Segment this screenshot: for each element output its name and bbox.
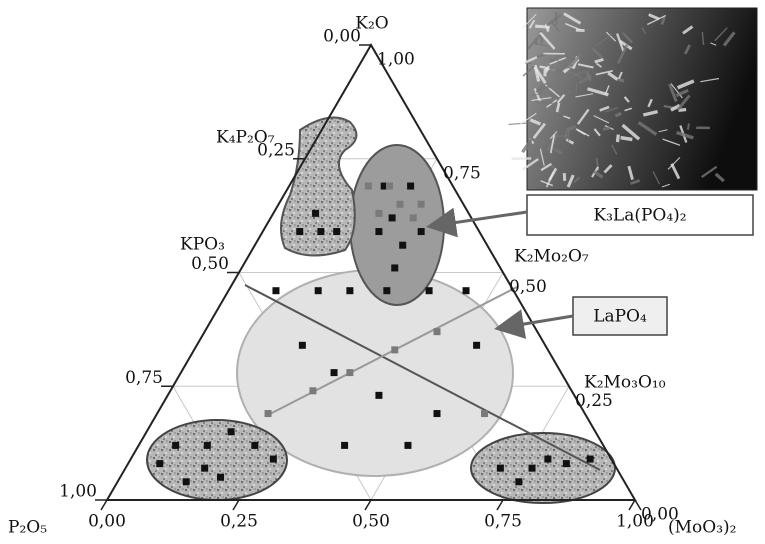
point xyxy=(309,387,316,394)
photo-streak xyxy=(543,103,554,104)
point xyxy=(410,214,417,221)
point xyxy=(407,183,414,190)
k3la-region xyxy=(350,145,444,305)
right-tick-label: 0,50 xyxy=(509,277,547,297)
point xyxy=(217,474,224,481)
point xyxy=(544,456,551,463)
point xyxy=(497,465,504,472)
point xyxy=(404,442,411,449)
right-region xyxy=(471,433,615,503)
tick-mark xyxy=(629,500,635,510)
annotation: K₄P₂O₇ xyxy=(216,128,275,148)
callout-arrow xyxy=(500,316,573,328)
point xyxy=(341,442,348,449)
chart: 0,000,250,500,751,001,000,750,500,250,00… xyxy=(0,0,765,544)
point xyxy=(391,346,398,353)
point xyxy=(383,287,390,294)
point xyxy=(418,228,425,235)
bottom-tick-label: 1,00 xyxy=(616,512,654,532)
bottom-tick-label: 0,75 xyxy=(484,512,522,532)
left-tick-label: 0,75 xyxy=(125,368,163,388)
bottom-tick-label: 0,00 xyxy=(88,512,126,532)
point xyxy=(399,242,406,249)
point xyxy=(331,369,338,376)
annotation: KPO₃ xyxy=(180,235,225,255)
point xyxy=(172,442,179,449)
point xyxy=(228,428,235,435)
callout-label: K₃La(PO₄)₂ xyxy=(593,206,686,226)
apex-label: P₂O₅ xyxy=(8,518,47,538)
photo-streak xyxy=(688,123,689,129)
photo-streak xyxy=(565,130,566,140)
point xyxy=(346,287,353,294)
apex-label: (MoO₃)₂ xyxy=(668,518,736,538)
point xyxy=(183,478,190,485)
right-tick-label: 0,75 xyxy=(443,163,481,183)
point xyxy=(365,183,372,190)
point xyxy=(265,410,272,417)
point xyxy=(375,392,382,399)
point xyxy=(426,287,433,294)
photo-streak xyxy=(621,138,633,140)
point xyxy=(418,201,425,208)
right-tick-label: 0,25 xyxy=(575,391,613,411)
bottom-tick-label: 0,25 xyxy=(220,512,258,532)
point xyxy=(375,228,382,235)
point xyxy=(391,264,398,271)
photo-streak xyxy=(572,37,581,38)
annotation: K₂Mo₃O₁₀ xyxy=(584,373,666,393)
point xyxy=(529,465,536,472)
point xyxy=(204,442,211,449)
tick-mark xyxy=(497,500,503,510)
left-tick-label: 0,50 xyxy=(191,254,229,274)
point xyxy=(515,478,522,485)
point xyxy=(434,410,441,417)
point xyxy=(375,210,382,217)
page: 0,000,250,500,751,001,000,750,500,250,00… xyxy=(0,0,765,544)
tick-mark xyxy=(233,500,239,510)
photo-streak xyxy=(617,135,618,143)
point xyxy=(270,456,277,463)
annotation: K₂Mo₂O₇ xyxy=(514,247,589,267)
callout-arrow xyxy=(432,212,527,226)
point xyxy=(312,210,319,217)
point xyxy=(251,442,258,449)
point xyxy=(587,456,594,463)
point xyxy=(397,201,404,208)
point xyxy=(481,410,488,417)
point xyxy=(272,287,279,294)
point xyxy=(296,228,303,235)
right-tick-label: 1,00 xyxy=(377,50,415,70)
point xyxy=(201,465,208,472)
point xyxy=(156,460,163,467)
point xyxy=(333,228,340,235)
point xyxy=(317,228,324,235)
callout-label: LaPO₄ xyxy=(593,307,647,327)
photo-streak xyxy=(603,128,610,130)
point xyxy=(315,287,322,294)
point xyxy=(299,342,306,349)
tick-mark xyxy=(101,500,107,510)
point xyxy=(463,287,470,294)
tick-mark xyxy=(365,500,371,510)
bottom-tick-label: 0,50 xyxy=(352,512,390,532)
point xyxy=(346,369,353,376)
photo-streak xyxy=(535,102,547,103)
point xyxy=(386,183,393,190)
point xyxy=(434,328,441,335)
point xyxy=(473,342,480,349)
left-tick-label: 1,00 xyxy=(59,482,97,502)
left-region xyxy=(147,420,287,500)
apex-label: K₂O xyxy=(355,14,388,34)
point xyxy=(563,460,570,467)
point xyxy=(389,214,396,221)
